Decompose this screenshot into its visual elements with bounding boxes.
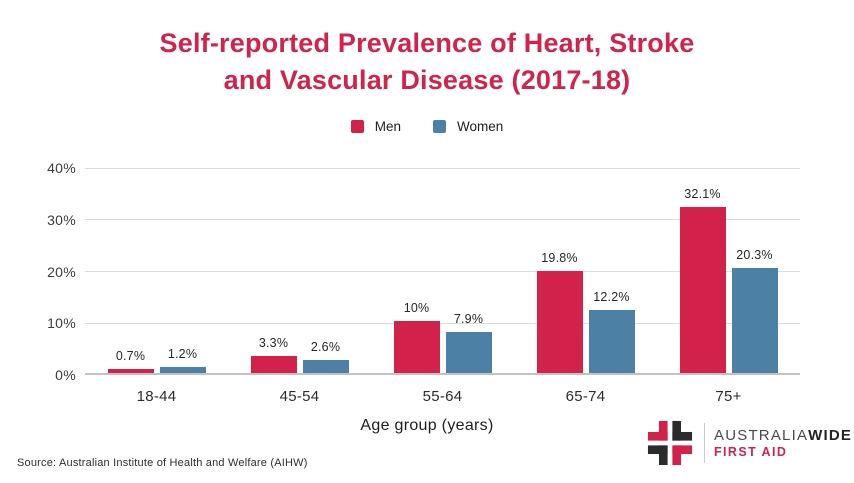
bar-value-label: 10% <box>403 301 430 316</box>
bar-value-label: 0.7% <box>115 349 146 364</box>
x-tick-label: 18-44 <box>136 388 177 405</box>
bar-men-45-54 <box>250 355 297 373</box>
legend-item-women: Women <box>432 119 504 134</box>
x-tick-label: 55-64 <box>422 388 463 405</box>
men-swatch-icon <box>350 120 364 133</box>
x-axis: 18-44 45-54 55-64 65-74 75+ <box>85 388 800 408</box>
legend-label-women: Women <box>456 119 504 134</box>
chart-title-line2: and Vascular Disease (2017-18) <box>223 65 631 95</box>
bar-value-label: 2.6% <box>310 339 341 354</box>
cross-bottom-right <box>672 445 693 466</box>
women-swatch-icon <box>432 120 446 133</box>
bar-value-label: 3.3% <box>258 335 289 350</box>
cross-top-left <box>647 420 668 441</box>
logo-divider <box>704 423 705 463</box>
x-tick-label: 75+ <box>715 388 742 405</box>
source-note: Source: Australian Institute of Health a… <box>17 457 308 469</box>
plot-area: 0.7% 1.2% 3.3% 2.6% 10% 7.9% 19.8% 12.2% 32.1% 20… <box>85 167 800 375</box>
bar-value-label: 1.2% <box>167 346 198 361</box>
x-axis-title: Age group (years) <box>360 417 494 434</box>
gridline <box>85 167 800 169</box>
y-tick-label: 10% <box>47 315 76 332</box>
gridline <box>85 219 800 221</box>
brand-name: AUSTRALIAWIDE <box>714 427 852 444</box>
gridline <box>85 322 800 324</box>
bar-value-label: 12.2% <box>593 289 630 304</box>
bar-value-label: 32.1% <box>684 186 721 201</box>
chart-title: Self-reported Prevalence of Heart, Strok… <box>0 25 854 99</box>
cross-logo-icon <box>647 420 693 466</box>
chart-title-line1: Self-reported Prevalence of Heart, Strok… <box>159 28 695 58</box>
cross-top-right <box>672 420 693 441</box>
x-tick-label: 65-74 <box>565 388 606 405</box>
bar-value-label: 7.9% <box>453 312 484 327</box>
bar-women-45-54 <box>302 359 349 373</box>
y-tick-label: 30% <box>47 211 76 228</box>
legend: Men Women <box>0 119 854 134</box>
y-tick-label: 0% <box>55 367 76 383</box>
bar-value-label: 19.8% <box>541 250 578 265</box>
legend-item-men: Men <box>350 119 401 134</box>
bar-women-65-74 <box>588 309 635 373</box>
brand-logo: AUSTRALIAWIDE FIRST AID <box>647 420 852 466</box>
brand-name-bold: WIDE <box>808 427 853 444</box>
y-axis: 0% 10% 20% 30% 40% <box>22 160 76 383</box>
bar-women-55-64 <box>445 332 492 373</box>
cross-bottom-left <box>647 445 668 466</box>
brand-name-regular: AUSTRALIA <box>714 427 809 444</box>
gridline <box>85 271 800 272</box>
x-tick-label: 45-54 <box>279 388 320 405</box>
bar-women-18-44 <box>159 366 206 373</box>
brand-tagline: FIRST AID <box>714 445 788 459</box>
logo-text: AUSTRALIAWIDE FIRST AID <box>714 427 852 459</box>
bar-men-65-74 <box>536 270 583 373</box>
bar-women-75+ <box>731 267 778 373</box>
bar-value-label: 20.3% <box>736 247 773 262</box>
legend-label-men: Men <box>374 119 401 134</box>
y-tick-label: 20% <box>47 263 76 280</box>
bar-men-18-44 <box>107 369 154 373</box>
y-tick-label: 40% <box>47 160 76 176</box>
bar-men-75+ <box>679 206 726 373</box>
bar-men-55-64 <box>393 321 440 373</box>
